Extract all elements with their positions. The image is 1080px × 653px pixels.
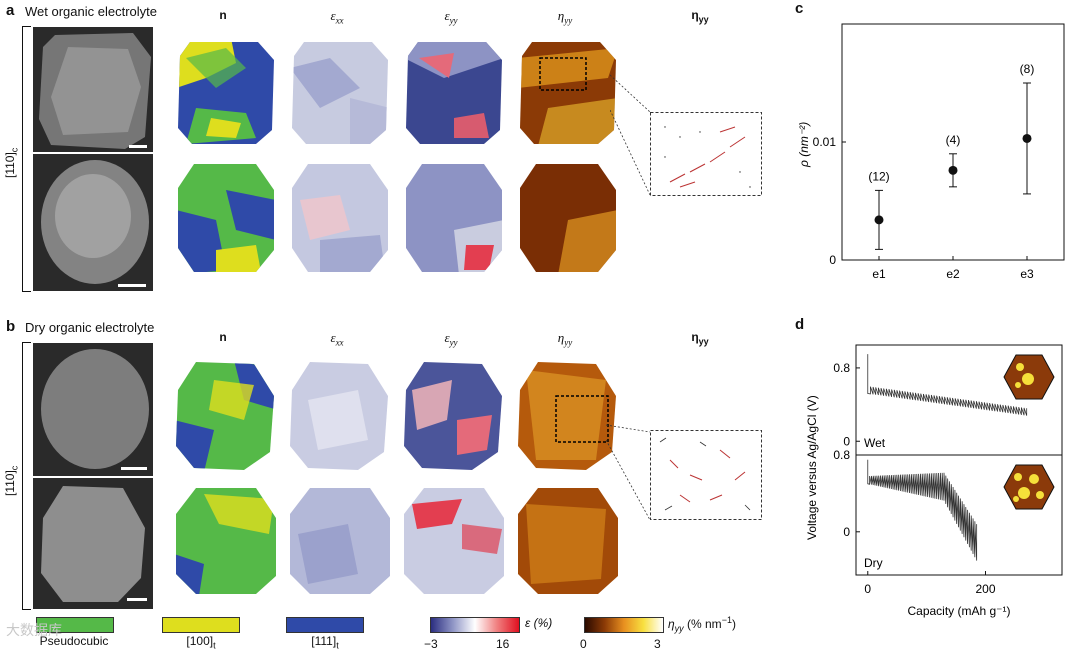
series-label-dry: Dry — [864, 556, 883, 570]
series-label-wet: Wet — [864, 436, 886, 450]
panel-d-letter: d — [795, 316, 805, 333]
map-b-n-1 — [176, 362, 274, 470]
map-b-exx-2 — [290, 488, 390, 594]
map-a-exx-2 — [292, 164, 388, 272]
panel-b-col-etayy: ηyy — [557, 330, 573, 348]
panel-b-bracket — [22, 342, 31, 610]
panel-c-letter: c — [795, 0, 804, 17]
data-point — [874, 215, 884, 225]
watermark: 大数据库 — [6, 622, 62, 638]
panel-b-col-eyy: εyy — [444, 330, 458, 348]
x-tick-label: 200 — [975, 582, 995, 596]
map-a-eyy-1 — [406, 42, 502, 144]
count-annotation: (8) — [1020, 62, 1035, 76]
scale-bar — [121, 467, 147, 470]
map-a-eta-1 — [520, 42, 616, 144]
y-tick-label: 0 — [843, 434, 850, 448]
panel-a-col-exx: εxx — [330, 8, 344, 26]
map-a-n-1 — [178, 42, 274, 144]
inset-hexagon-icon — [1003, 464, 1055, 510]
map-a-n-2 — [178, 164, 274, 272]
panel-b-col-etayy-vector: ηyy — [691, 330, 709, 347]
inset-particle — [1018, 487, 1030, 499]
map-a-eta-2 — [520, 164, 616, 272]
panel-b-col-n: n — [219, 330, 227, 344]
legend-111-swatch — [286, 617, 364, 633]
vector-field-a — [650, 112, 762, 196]
legend-100-label: [100]t — [186, 634, 216, 651]
panel-a-col-eyy: εyy — [444, 8, 458, 26]
plot-frame-dry — [855, 454, 1063, 576]
data-point — [948, 165, 958, 175]
inset-particle — [1016, 363, 1024, 371]
inset-particle — [1029, 474, 1039, 484]
vector-field-b — [650, 430, 762, 520]
x-tick-label: e1 — [872, 267, 886, 281]
map-b-eyy-1 — [404, 362, 502, 470]
y-tick-label: 0 — [843, 525, 850, 539]
y-tick-label: 0.01 — [813, 135, 837, 149]
y-tick-label: 0 — [829, 253, 836, 267]
panel-a-title: Wet organic electrolyte — [25, 4, 157, 19]
zoom-connector-b — [606, 424, 651, 521]
map-b-eyy-2 — [404, 488, 504, 594]
scale-bar — [127, 598, 147, 601]
voltage-curve-dry — [867, 459, 978, 561]
scale-bar — [118, 284, 146, 287]
panel-c-chart: 0 0.01ρ (nm⁻²) e1 (12) e2 (4) e3 (8) — [797, 23, 1065, 281]
inset-particle — [1022, 373, 1034, 385]
count-annotation: (12) — [868, 169, 889, 183]
voltage-curve-wet — [867, 354, 1028, 416]
panel-a-micrograph-bottom — [32, 153, 154, 292]
map-b-eta-2 — [518, 488, 618, 594]
panel-b-title: Dry organic electrolyte — [25, 320, 155, 335]
panel-a-col-etayy-vector: ηyy — [691, 8, 709, 25]
inset-particle — [1013, 496, 1019, 502]
legend-epsilon-colorbar — [430, 617, 520, 633]
inset-particle — [1015, 382, 1021, 388]
panel-a-letter: a — [6, 2, 15, 19]
legend-epsilon-label: ε (%) — [525, 616, 553, 630]
x-axis-label: Capacity (mAh g⁻¹) — [907, 604, 1010, 618]
panel-b-orientation: [110]c — [3, 465, 20, 496]
legend-eta-label: ηyy (% nm−1) — [668, 615, 736, 634]
count-annotation: (4) — [946, 133, 961, 147]
legend-epsilon-max: 16 — [496, 637, 510, 651]
x-tick-label: e3 — [1020, 267, 1034, 281]
data-point — [1022, 133, 1032, 143]
inset-particle — [1036, 491, 1044, 499]
panel-b-micrograph-top — [32, 342, 154, 477]
map-b-exx-1 — [290, 362, 388, 470]
map-a-eyy-2 — [406, 164, 502, 272]
panel-a-micrograph-top — [32, 26, 154, 153]
zoom-connector-a — [610, 74, 651, 196]
legend-pseudocubic-label: Pseudocubic — [39, 634, 109, 648]
inset-particle — [1014, 473, 1022, 481]
map-b-n-2 — [176, 488, 276, 594]
y-axis-label: ρ (nm⁻²) — [797, 122, 811, 168]
legend-pseudocubic-swatch — [36, 617, 114, 633]
legend-eta-min: 0 — [580, 637, 587, 651]
panel-b-letter: b — [6, 318, 16, 335]
y-axis-label: Voltage versus Ag/AgCl (V) — [805, 395, 819, 540]
x-tick-label: 0 — [864, 582, 871, 596]
legend-epsilon-min: −3 — [424, 637, 438, 651]
panel-b-micrograph-bottom — [32, 477, 154, 610]
x-tick-label: e2 — [946, 267, 960, 281]
panel-b-col-exx: εxx — [330, 330, 344, 348]
legend-111-label: [111]t — [311, 634, 339, 651]
panel-a-orientation: [110]c — [3, 147, 20, 178]
panel-a-bracket — [22, 26, 31, 292]
y-tick-label: 0.8 — [833, 448, 850, 462]
legend-100-swatch — [162, 617, 240, 633]
legend-eta-max: 3 — [654, 637, 661, 651]
y-tick-label: 0.8 — [833, 361, 850, 375]
map-b-eta-1 — [518, 362, 616, 470]
panel-a-col-n: n — [219, 8, 227, 22]
panel-a-col-etayy: ηyy — [557, 8, 573, 26]
legend-eta-colorbar — [584, 617, 664, 633]
scale-bar — [129, 145, 147, 148]
map-a-exx-1 — [292, 42, 388, 144]
